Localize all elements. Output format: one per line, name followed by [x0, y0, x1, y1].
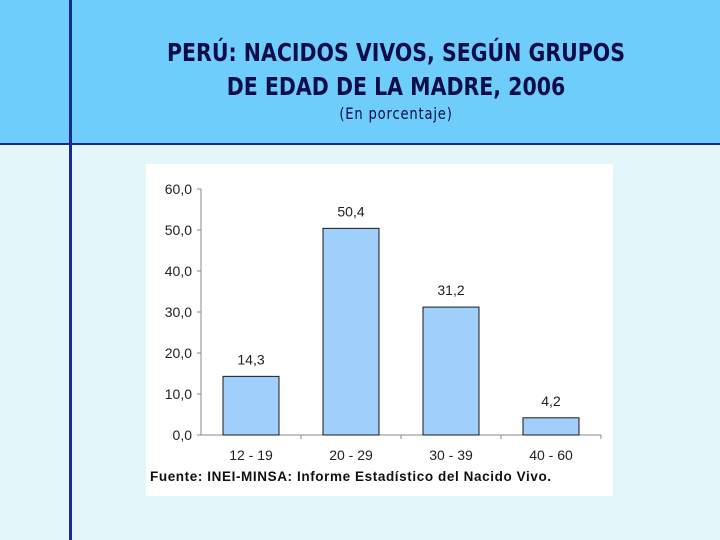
page-title-line1: PERÚ: NACIDOS VIVOS, SEGÚN GRUPOS	[167, 38, 625, 67]
bar	[522, 417, 580, 436]
y-tick-label: 0,0	[173, 427, 193, 443]
page-title-line2: DE EDAD DE LA MADRE, 2006	[226, 72, 566, 101]
bar	[222, 375, 280, 436]
y-tick-label: 60,0	[165, 181, 192, 197]
slide-vertical-rule	[69, 0, 72, 540]
y-tick-label: 50,0	[165, 222, 192, 238]
y-tick-label: 10,0	[165, 386, 192, 402]
y-tick-label: 20,0	[165, 345, 192, 361]
bar-data-label: 31,2	[437, 282, 464, 298]
source-note: Fuente: INEI-MINSA: Informe Estadístico …	[150, 469, 552, 484]
bar-chart: 0,0 10,0 20,0 30,0 40,0 50,0 60,0 14,3 12 - 19 50…	[165, 181, 602, 463]
x-tick-label: 40 - 60	[529, 447, 573, 463]
bar	[322, 227, 380, 436]
x-tick-label: 20 - 29	[329, 447, 373, 463]
page-subtitle: (En porcentaje)	[339, 104, 453, 123]
chart-panel: 0,0 10,0 20,0 30,0 40,0 50,0 60,0 14,3 12 - 19 50…	[146, 164, 613, 496]
x-tick-label: 30 - 39	[429, 447, 473, 463]
bar	[422, 306, 480, 436]
x-tick-label: 12 - 19	[229, 447, 273, 463]
y-tick-label: 40,0	[165, 263, 192, 279]
bar-data-label: 50,4	[337, 203, 364, 219]
title-banner: PERÚ: NACIDOS VIVOS, SEGÚN GRUPOS DE EDA…	[0, 0, 720, 145]
bar-data-label: 4,2	[541, 393, 561, 409]
bar-data-label: 14,3	[237, 351, 264, 367]
y-tick-label: 30,0	[165, 304, 192, 320]
